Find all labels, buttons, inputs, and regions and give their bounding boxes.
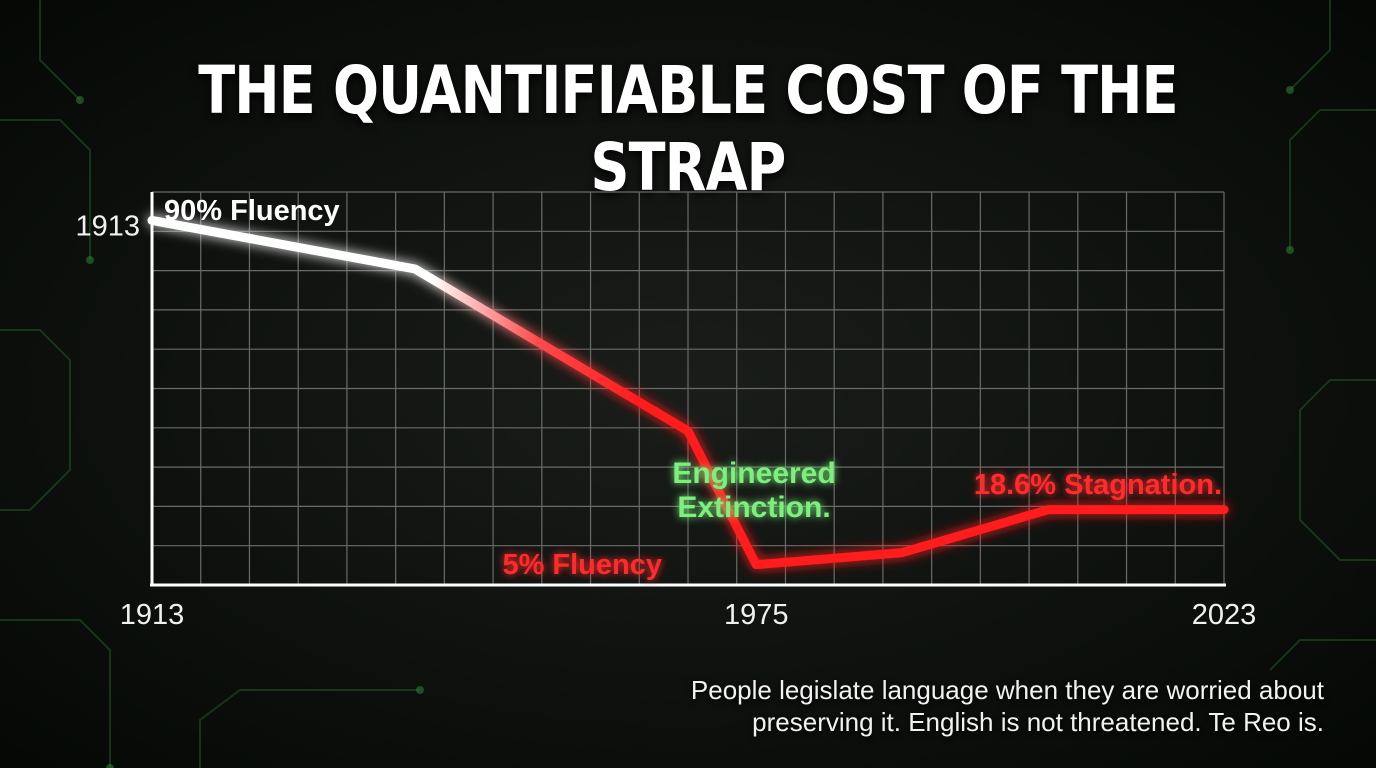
annotation-low-fluency: 5% Fluency xyxy=(502,549,662,581)
annotation-engineered: Engineered xyxy=(672,457,835,490)
annotation-stagnation: 18.6% Stagnation. xyxy=(974,469,1222,501)
caption-line-2: preserving it. English is not threatened… xyxy=(752,707,1324,737)
series-line-fluency xyxy=(147,215,1229,570)
chart-grid xyxy=(152,191,1225,585)
y-tick-label: 1913 xyxy=(75,210,140,242)
caption: People legislate language when they are … xyxy=(564,674,1324,738)
x-tick-label: 1975 xyxy=(724,599,789,631)
page-title: THE QUANTIFIABLE COST OF THE STRAP xyxy=(198,52,1178,206)
x-tick-label: 1913 xyxy=(120,599,185,631)
caption-line-1: People legislate language when they are … xyxy=(690,675,1324,705)
annotation-start-fluency: 90% Fluency xyxy=(164,195,340,227)
annotation-extinction: Extinction. xyxy=(677,491,830,524)
x-tick-label: 2023 xyxy=(1192,599,1257,631)
